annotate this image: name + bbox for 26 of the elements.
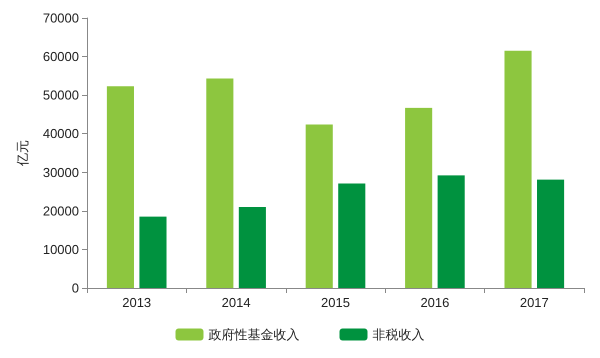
bar: [106, 86, 134, 288]
x-tick-label: 2013: [122, 295, 152, 310]
bar: [537, 180, 564, 288]
y-tick-label: 20000: [42, 203, 79, 218]
bar: [338, 183, 366, 288]
x-tick-label: 2015: [321, 295, 350, 310]
y-axis-title: 亿元: [15, 140, 30, 167]
y-tick-label: 10000: [42, 242, 79, 257]
bar: [306, 124, 333, 288]
legend-label: 政府性基金收入: [208, 327, 300, 342]
bar: [238, 207, 266, 288]
y-tick-label: 70000: [42, 10, 79, 26]
bar: [438, 175, 465, 288]
x-tick-label: 2017: [520, 295, 549, 310]
y-tick-label: 0: [72, 280, 79, 296]
bar: [504, 50, 532, 288]
x-tick-label: 2016: [420, 295, 450, 310]
bar: [206, 78, 234, 288]
legend-label: 非税收入: [372, 327, 424, 342]
bar: [405, 108, 432, 288]
y-tick-label: 50000: [42, 88, 79, 103]
x-tick-label: 2014: [222, 295, 251, 310]
y-tick-label: 40000: [42, 126, 79, 142]
y-tick-label: 60000: [42, 49, 79, 64]
bar: [139, 216, 167, 288]
y-tick-label: 30000: [42, 164, 79, 180]
